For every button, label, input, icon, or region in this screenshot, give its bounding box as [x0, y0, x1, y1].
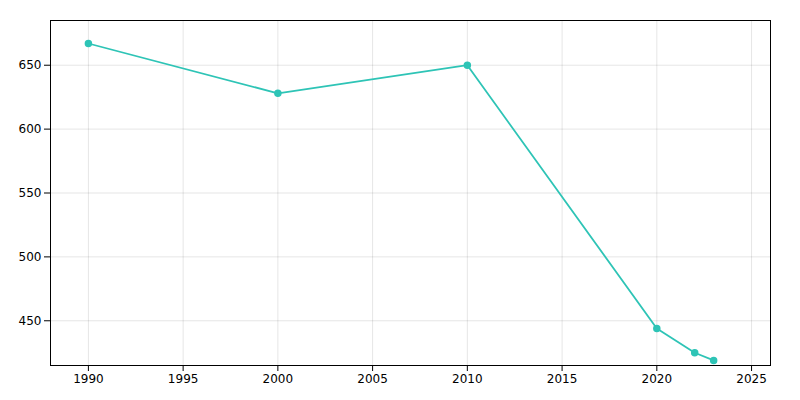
svg-text:2015: 2015 [547, 372, 578, 386]
svg-text:2025: 2025 [736, 372, 767, 386]
svg-text:1990: 1990 [73, 372, 104, 386]
svg-text:1995: 1995 [168, 372, 199, 386]
svg-text:500: 500 [19, 250, 42, 264]
svg-text:2005: 2005 [357, 372, 388, 386]
svg-text:2010: 2010 [452, 372, 483, 386]
svg-text:650: 650 [19, 58, 42, 72]
svg-text:450: 450 [19, 314, 42, 328]
svg-text:2000: 2000 [263, 372, 294, 386]
svg-text:550: 550 [19, 186, 42, 200]
svg-text:600: 600 [19, 122, 42, 136]
svg-text:2020: 2020 [642, 372, 673, 386]
